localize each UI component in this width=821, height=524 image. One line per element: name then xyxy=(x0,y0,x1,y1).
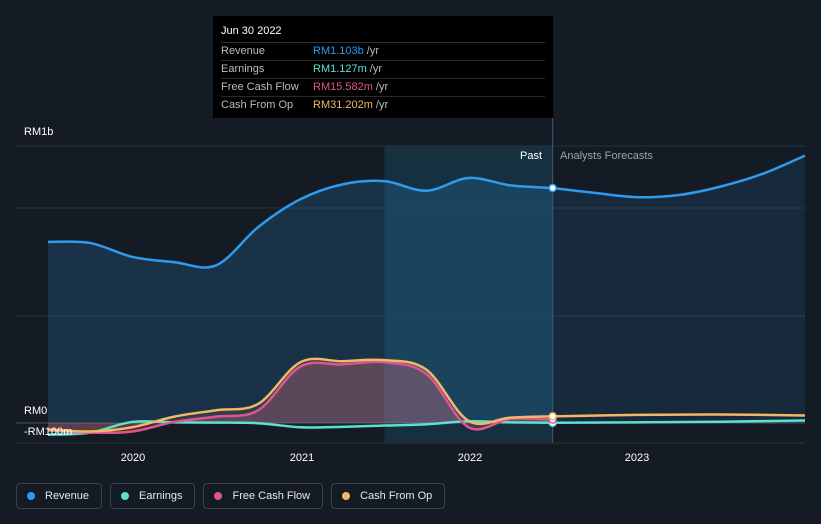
legend-item-free-cash-flow[interactable]: Free Cash Flow xyxy=(203,483,324,509)
tooltip-row-revenue: Revenue RM1.103b /yr xyxy=(221,43,545,61)
legend-item-revenue[interactable]: Revenue xyxy=(16,483,103,509)
legend-dot-icon xyxy=(27,492,35,500)
tooltip-unit: /yr xyxy=(366,45,379,57)
revenue-area xyxy=(48,177,553,423)
revenue-marker xyxy=(548,183,557,193)
tooltip-unit: /yr xyxy=(369,63,383,75)
legend-dot-icon xyxy=(214,492,223,500)
cash-from-op-area xyxy=(48,358,553,432)
cash-from-op-marker xyxy=(548,412,557,421)
tooltip-unit: /yr xyxy=(375,99,389,111)
revenue-forecast-area xyxy=(552,155,805,424)
tooltip-value: RM1.127m xyxy=(313,63,367,75)
earnings-forecast-line xyxy=(552,419,806,425)
legend-label: Cash From Op xyxy=(360,490,433,502)
tooltip-row-free-cash-flow: Free Cash Flow RM15.582m /yr xyxy=(221,79,545,97)
legend-label: Earnings xyxy=(139,490,183,502)
tooltip-label: Revenue xyxy=(221,45,266,57)
series-lines xyxy=(47,154,806,436)
tooltip-label: Earnings xyxy=(221,63,265,75)
tooltip-value: RM15.582m xyxy=(313,81,373,93)
legend-label: Revenue xyxy=(45,490,90,502)
cash-from-op-line xyxy=(47,357,553,433)
series-areas xyxy=(48,155,805,435)
legend-dot-icon xyxy=(342,492,351,500)
free-cash-flow-line xyxy=(47,360,553,435)
past-highlight-band xyxy=(384,146,553,443)
tooltip-label: Free Cash Flow xyxy=(221,81,299,93)
chart-legend: Revenue Earnings Free Cash Flow Cash Fro… xyxy=(16,483,446,509)
x-tick-label-2023: 2023 xyxy=(624,452,650,464)
legend-item-earnings[interactable]: Earnings xyxy=(110,483,196,509)
hover-markers xyxy=(548,183,557,428)
y-tick-label-bottom: -RM100m xyxy=(24,426,73,438)
x-tick-label-2020: 2020 xyxy=(120,452,146,464)
tooltip-date: Jun 30 2022 xyxy=(221,22,545,43)
revenue-line xyxy=(47,176,553,269)
cash-from-op-forecast-line xyxy=(552,413,806,418)
legend-item-cash-from-op[interactable]: Cash From Op xyxy=(331,483,446,509)
x-tick-label-2022: 2022 xyxy=(457,452,483,464)
y-tick-label-top: RM1b xyxy=(24,126,54,138)
segment-label-forecast: Analysts Forecasts xyxy=(560,150,653,162)
tooltip-row-cash-from-op: Cash From Op RM31.202m /yr xyxy=(221,97,545,114)
legend-dot-icon xyxy=(121,492,130,500)
tooltip-value: RM1.103b xyxy=(313,45,364,57)
tooltip-unit: /yr xyxy=(375,81,389,93)
tooltip-value: RM31.202m xyxy=(313,99,373,111)
revenue-forecast-line xyxy=(552,154,806,199)
hover-tooltip: Jun 30 2022 Revenue RM1.103b /yr Earning… xyxy=(213,16,553,118)
tooltip-label: Cash From Op xyxy=(221,99,294,111)
tooltip-row-earnings: Earnings RM1.127m /yr xyxy=(221,61,545,79)
x-tick-label-2021: 2021 xyxy=(289,452,315,464)
legend-label: Free Cash Flow xyxy=(232,490,311,502)
free-cash-flow-area xyxy=(48,361,553,433)
segment-label-past: Past xyxy=(520,150,543,162)
y-tick-label-zero: RM0 xyxy=(24,405,48,417)
